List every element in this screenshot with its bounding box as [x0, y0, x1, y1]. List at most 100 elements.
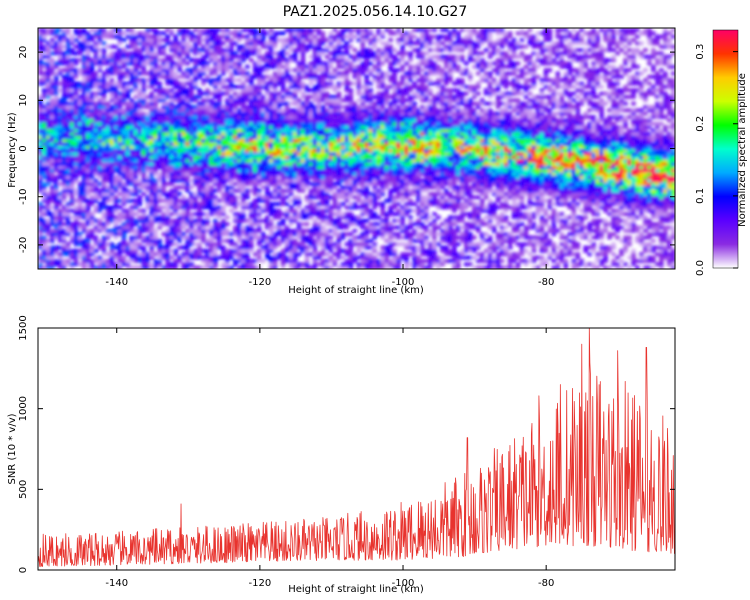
heatmap-cell	[157, 178, 163, 183]
heatmap-cell	[284, 88, 290, 93]
heatmap-cell	[173, 195, 178, 200]
heatmap-cell	[137, 258, 143, 263]
heatmap-cell	[324, 94, 330, 99]
heatmap-cell	[117, 51, 123, 56]
heatmap-cell	[348, 252, 354, 257]
heatmap-cell	[57, 212, 63, 217]
heatmap-cell	[153, 74, 159, 79]
heatmap-cell	[85, 265, 91, 269]
heatmap-cell	[213, 235, 218, 240]
heatmap-cell	[141, 104, 147, 109]
heatmap-cell	[185, 98, 190, 103]
heatmap-cell	[157, 68, 163, 73]
heatmap-cell	[157, 188, 163, 193]
heatmap-cell	[237, 64, 242, 69]
heatmap-cell	[213, 44, 218, 49]
heatmap-cell	[181, 165, 186, 170]
heatmap-cell	[121, 208, 127, 213]
heatmap-cell	[193, 145, 198, 150]
heatmap-cell	[149, 34, 155, 39]
heatmap-cell	[77, 104, 83, 109]
heatmap-cell	[233, 64, 238, 69]
heatmap-cell	[288, 198, 294, 203]
heatmap-cell	[332, 88, 338, 93]
heatmap-cell	[101, 135, 107, 140]
heatmap-cell	[332, 54, 338, 59]
heatmap-cell	[185, 74, 190, 79]
heatmap-cell	[340, 111, 346, 116]
heatmap-cell	[41, 104, 47, 109]
heatmap-cell	[308, 94, 314, 99]
heatmap-cell	[276, 31, 282, 36]
heatmap-cell	[61, 205, 67, 210]
heatmap-cell	[141, 138, 147, 143]
heatmap-cell	[245, 205, 250, 210]
heatmap-cell	[65, 161, 71, 166]
heatmap-cell	[245, 41, 250, 46]
heatmap-cell	[157, 245, 163, 250]
heatmap-cell	[264, 135, 270, 140]
heatmap-cell	[328, 64, 334, 69]
heatmap-cell	[41, 138, 47, 143]
heatmap-cell	[193, 98, 198, 103]
heatmap-cell	[312, 165, 318, 170]
heatmap-cell	[141, 54, 147, 59]
heatmap-cell	[97, 41, 103, 46]
heatmap-cell	[256, 195, 262, 200]
heatmap-cell	[241, 248, 246, 253]
heatmap-cell	[356, 265, 362, 269]
heatmap-cell	[360, 175, 366, 180]
heatmap-cell	[185, 161, 190, 166]
heatmap-cell	[328, 205, 334, 210]
heatmap-cell	[237, 215, 242, 220]
heatmap-cell	[221, 121, 226, 126]
heatmap-cell	[105, 61, 111, 66]
heatmap-cell	[65, 171, 71, 176]
heatmap-cell	[205, 161, 210, 166]
heatmap-cell	[197, 242, 202, 247]
heatmap-cell	[292, 155, 298, 160]
heatmap-cell	[280, 58, 286, 63]
heatmap-cell	[49, 81, 55, 86]
heatmap-cell	[276, 185, 282, 190]
heatmap-cell	[316, 135, 322, 140]
heatmap-cell	[53, 84, 59, 89]
heatmap-cell	[85, 128, 91, 133]
heatmap-cell	[316, 171, 322, 176]
heatmap-cell	[201, 101, 206, 106]
heatmap-cell	[38, 115, 43, 119]
heatmap-cell	[252, 125, 258, 130]
heatmap-cell	[221, 181, 226, 186]
heatmap-cell	[165, 208, 170, 213]
heatmap-cell	[181, 232, 186, 237]
heatmap-cell	[296, 155, 302, 160]
heatmap-cell	[169, 195, 174, 200]
heatmap-cell	[229, 252, 234, 257]
heatmap-cell	[53, 104, 59, 109]
heatmap-cell	[229, 48, 234, 53]
heatmap-cell	[249, 208, 254, 213]
heatmap-cell	[65, 151, 71, 156]
heatmap-cell	[288, 128, 294, 133]
heatmap-cell	[197, 125, 202, 130]
heatmap-cell	[125, 135, 131, 140]
heatmap-cell	[101, 51, 107, 56]
heatmap-cell	[324, 175, 330, 180]
heatmap-cell	[260, 78, 266, 83]
heatmap-cell	[161, 115, 166, 119]
heatmap-cell	[237, 238, 242, 243]
heatmap-cell	[161, 205, 166, 210]
heatmap-cell	[352, 115, 358, 119]
heatmap-cell	[201, 192, 206, 196]
heatmap-cell	[97, 38, 103, 42]
heatmap-cell	[276, 212, 282, 217]
heatmap-cell	[105, 252, 111, 257]
heatmap-cell	[101, 28, 107, 32]
heatmap-cell	[57, 145, 63, 150]
heatmap-cell	[57, 215, 63, 220]
heatmap-cell	[360, 98, 366, 103]
heatmap-cell	[272, 61, 278, 66]
heatmap-cell	[141, 31, 147, 36]
heatmap-cell	[97, 161, 103, 166]
heatmap-cell	[81, 228, 87, 233]
